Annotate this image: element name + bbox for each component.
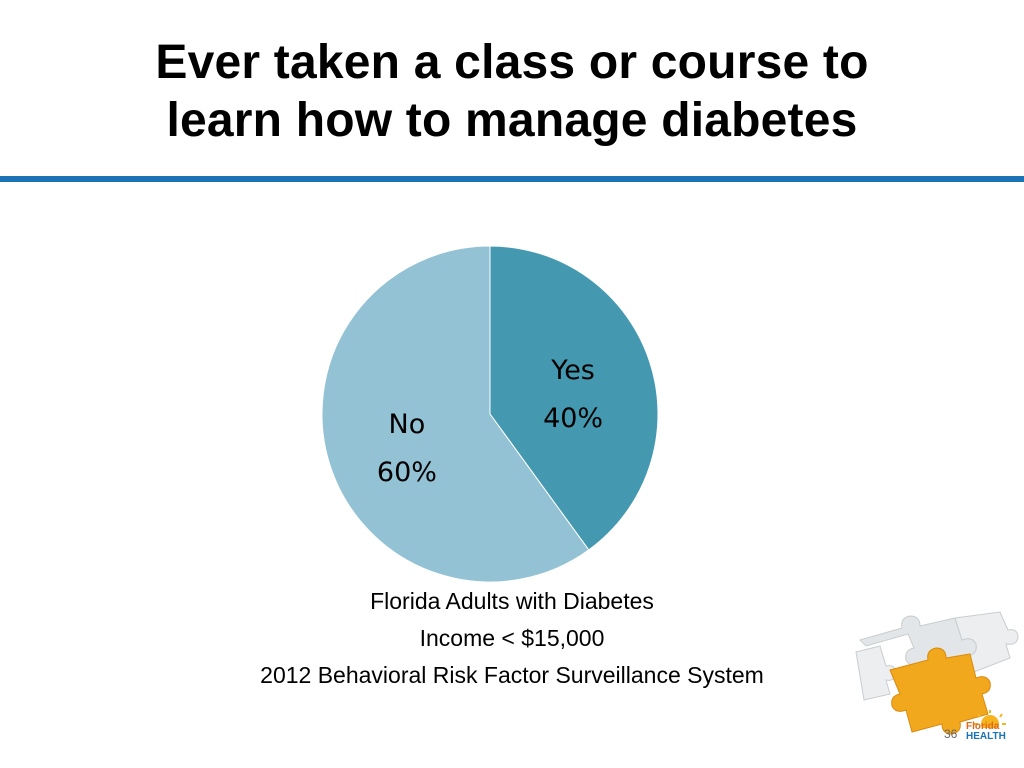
slide-number: 36	[944, 727, 958, 741]
pie-value-yes: 40%	[543, 403, 603, 434]
slide-title-line-2: learn how to manage diabetes	[166, 94, 858, 147]
pie-label-yes: Yes	[550, 355, 595, 386]
florida-health-logo: Florida HEALTH	[966, 722, 1006, 742]
caption-income: Income < $15,000	[419, 625, 605, 651]
caption-source: 2012 Behavioral Risk Factor Surveillance…	[260, 662, 764, 688]
pie-label-no: No	[389, 409, 426, 440]
logo-text-health: HEALTH	[966, 731, 1006, 742]
puzzle-pieces-icon	[855, 611, 1019, 736]
pie-labels: Yes 40% No 60%	[377, 355, 603, 488]
logo-text-florida: Florida	[966, 721, 1000, 732]
caption-population: Florida Adults with Diabetes	[370, 588, 654, 614]
pie-slices	[321, 245, 659, 583]
slide-title-line-1: Ever taken a class or course to	[155, 36, 869, 89]
pie-slice-yes	[489, 245, 659, 551]
slide-title: Ever taken a class or course to learn ho…	[0, 34, 1024, 150]
pie-value-no: 60%	[377, 457, 437, 488]
pie-slice-no	[321, 245, 590, 583]
title-divider	[0, 176, 1024, 182]
